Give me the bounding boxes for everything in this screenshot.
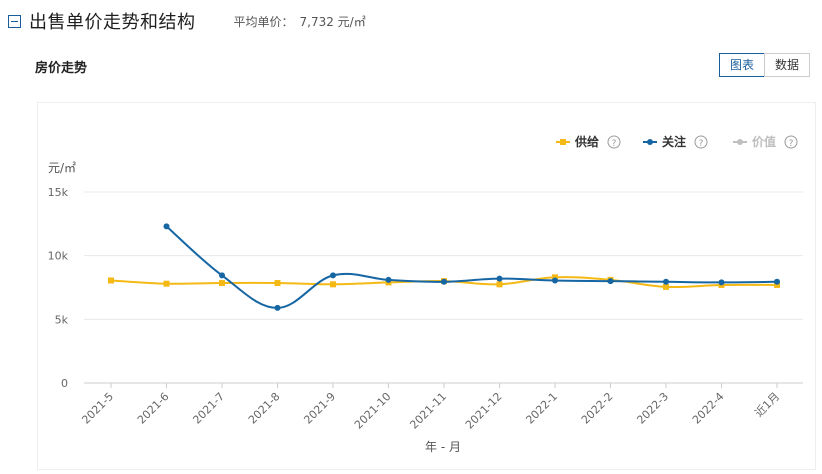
legend-label[interactable]: 关注 [662,134,686,149]
x-tick-label: 2022-2 [579,390,616,427]
x-axis-title: 年 - 月 [425,440,461,454]
data-point-attention[interactable] [719,279,725,285]
x-tick-label: 2022-4 [690,390,727,427]
data-point-attention[interactable] [275,305,281,311]
question-mark-glyph: ? [699,139,704,149]
legend-marker[interactable] [647,139,653,145]
x-tick-label: 2021-12 [463,390,505,432]
x-tick-label: 2021-10 [352,390,394,432]
data-point-attention[interactable] [164,223,170,229]
legend-label[interactable]: 供给 [574,134,599,149]
data-point-attention[interactable] [552,277,558,283]
data-point-attention[interactable] [663,279,669,285]
x-tick-label: 2022-3 [634,390,671,427]
data-point-attention[interactable] [774,279,780,285]
data-point-supply[interactable] [164,281,170,287]
data-point-attention[interactable] [330,272,336,278]
y-axis-unit: 元/㎡ [48,161,76,175]
x-tick-label: 2021-6 [135,390,172,427]
x-tick-label: 2022-1 [523,390,560,427]
data-point-attention[interactable] [386,277,392,283]
legend-marker[interactable] [737,139,743,145]
legend-label[interactable]: 价值 [752,134,776,149]
data-point-supply[interactable] [108,277,114,283]
x-tick-label: 2021-11 [407,390,449,432]
data-point-supply[interactable] [275,280,281,286]
data-point-supply[interactable] [330,281,336,287]
data-point-supply[interactable] [497,281,503,287]
question-mark-glyph: ? [612,139,617,149]
y-tick-label: 15k [48,186,69,199]
question-mark-glyph: ? [789,139,794,149]
x-tick-label: 2021-8 [246,390,283,427]
series-line-attention [167,226,778,308]
y-tick-label: 10k [48,250,69,263]
x-tick-label: 近1月 [752,390,782,420]
data-point-supply[interactable] [219,280,225,286]
x-tick-label: 2021-5 [79,390,116,427]
data-point-attention[interactable] [608,278,614,284]
y-tick-label: 5k [55,313,69,326]
y-tick-label: 0 [61,377,68,390]
x-tick-label: 2021-7 [190,390,227,427]
data-point-attention[interactable] [219,272,225,278]
legend-marker[interactable] [560,139,566,145]
data-point-attention[interactable] [441,279,447,285]
x-tick-label: 2021-9 [301,390,338,427]
data-point-attention[interactable] [497,276,503,282]
